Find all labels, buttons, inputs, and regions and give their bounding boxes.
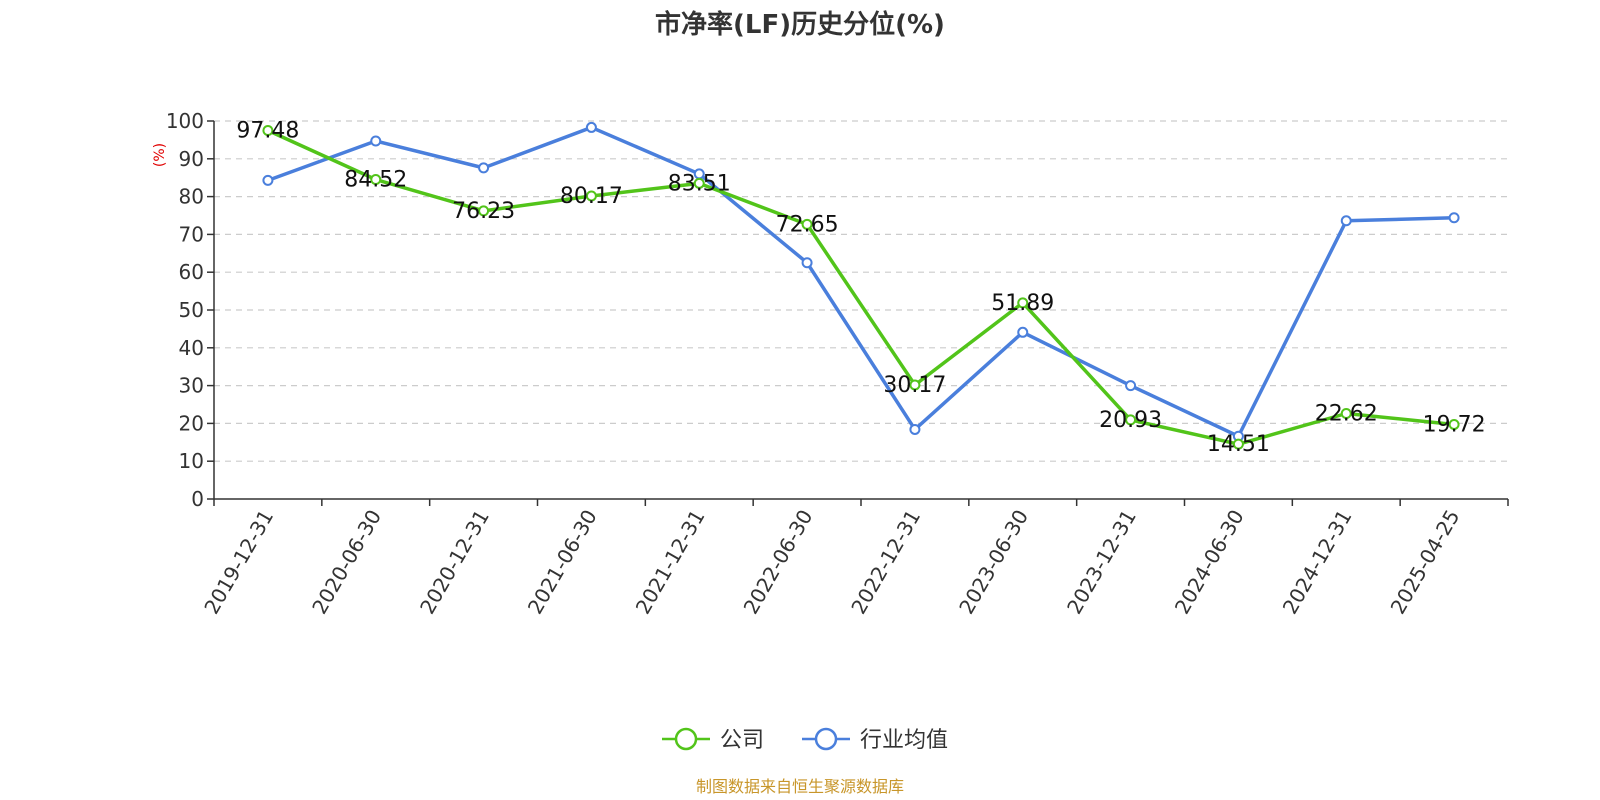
source-note: 制图数据来自恒生聚源数据库 xyxy=(696,777,904,796)
legend-marker xyxy=(814,727,838,751)
data-point[interactable] xyxy=(1340,407,1352,419)
data-label: 97.48 xyxy=(236,119,299,144)
y-tick-label: 30 xyxy=(179,374,204,398)
series-1 xyxy=(262,121,1460,442)
data-labels: 97.48 84.52 76.23 80.17 83.51 72.65 30.17 51.89… xyxy=(236,119,1485,458)
y-axis-label: (%) xyxy=(152,143,168,167)
data-point[interactable] xyxy=(1017,297,1029,309)
data-point[interactable] xyxy=(1017,326,1029,338)
y-tick-label: 20 xyxy=(179,411,204,435)
y-tick-label: 80 xyxy=(179,185,204,209)
chart-title: 市净率(LF)历史分位(%) xyxy=(655,9,945,40)
data-point[interactable] xyxy=(801,218,813,230)
data-label: 30.17 xyxy=(883,373,946,398)
legend-item-0[interactable]: 公司 xyxy=(662,727,764,753)
y-tick-label: 0 xyxy=(191,487,204,511)
y-tick-label: 40 xyxy=(179,336,204,360)
data-label: 84.52 xyxy=(344,168,407,193)
series-line xyxy=(267,128,1455,446)
data-label: 22.62 xyxy=(1315,401,1378,426)
x-tick-label: 2021-06-30 xyxy=(523,506,602,619)
data-point[interactable] xyxy=(1448,418,1460,430)
legend-item-1[interactable]: 行业均值 xyxy=(802,727,948,753)
data-label: 20.93 xyxy=(1099,408,1162,433)
data-point[interactable] xyxy=(262,174,274,186)
data-label: 51.89 xyxy=(991,291,1054,316)
data-point[interactable] xyxy=(370,135,382,147)
data-point[interactable] xyxy=(1232,438,1244,450)
legend-label: 公司 xyxy=(720,728,764,753)
data-label: 19.72 xyxy=(1423,412,1486,437)
data-label: 83.51 xyxy=(668,171,731,196)
gridlines xyxy=(214,120,1508,462)
y-tick-label: 90 xyxy=(179,147,204,171)
x-tick-label: 2023-12-31 xyxy=(1062,506,1141,619)
data-point[interactable] xyxy=(1125,380,1137,392)
data-point[interactable] xyxy=(801,257,813,269)
data-point[interactable] xyxy=(1340,215,1352,227)
data-label: 72.65 xyxy=(776,212,839,237)
data-label: 14.51 xyxy=(1207,432,1270,457)
x-tick-label: 2024-06-30 xyxy=(1170,506,1249,619)
y-tick-label: 70 xyxy=(179,222,204,246)
x-tick-label: 2019-12-31 xyxy=(199,506,278,619)
y-tick-label: 10 xyxy=(179,449,204,473)
series-line xyxy=(267,125,1455,439)
data-point[interactable] xyxy=(1125,414,1137,426)
data-point[interactable] xyxy=(478,162,490,174)
y-tick-label: 60 xyxy=(179,260,204,284)
data-point[interactable] xyxy=(585,121,597,133)
data-label: 76.23 xyxy=(452,199,515,224)
y-tick-label: 50 xyxy=(179,298,204,322)
series-0 xyxy=(262,125,1460,450)
x-tick-label: 2025-04-25 xyxy=(1386,506,1465,619)
x-tick-label: 2021-12-31 xyxy=(631,506,710,619)
x-tick-label: 2023-06-30 xyxy=(954,506,1033,619)
legend[interactable]: 公司 行业均值 xyxy=(662,727,948,753)
data-point[interactable] xyxy=(909,423,921,435)
x-tick-label: 2022-06-30 xyxy=(739,506,818,619)
data-point[interactable] xyxy=(909,379,921,391)
series-layer xyxy=(262,121,1460,450)
data-point[interactable] xyxy=(262,125,274,137)
x-tick-label: 2020-12-31 xyxy=(415,506,494,619)
y-tick-label: 100 xyxy=(166,109,204,133)
data-point[interactable] xyxy=(370,174,382,186)
x-tick-label: 2022-12-31 xyxy=(846,506,925,619)
legend-marker xyxy=(674,727,698,751)
x-tick-label: 2024-12-31 xyxy=(1278,506,1357,619)
x-tick-label: 2020-06-30 xyxy=(307,506,386,619)
data-point[interactable] xyxy=(693,177,705,189)
data-point[interactable] xyxy=(585,190,597,202)
legend-label: 行业均值 xyxy=(860,728,948,753)
data-point[interactable] xyxy=(478,205,490,217)
data-label: 80.17 xyxy=(560,184,623,209)
data-point[interactable] xyxy=(1448,212,1460,224)
